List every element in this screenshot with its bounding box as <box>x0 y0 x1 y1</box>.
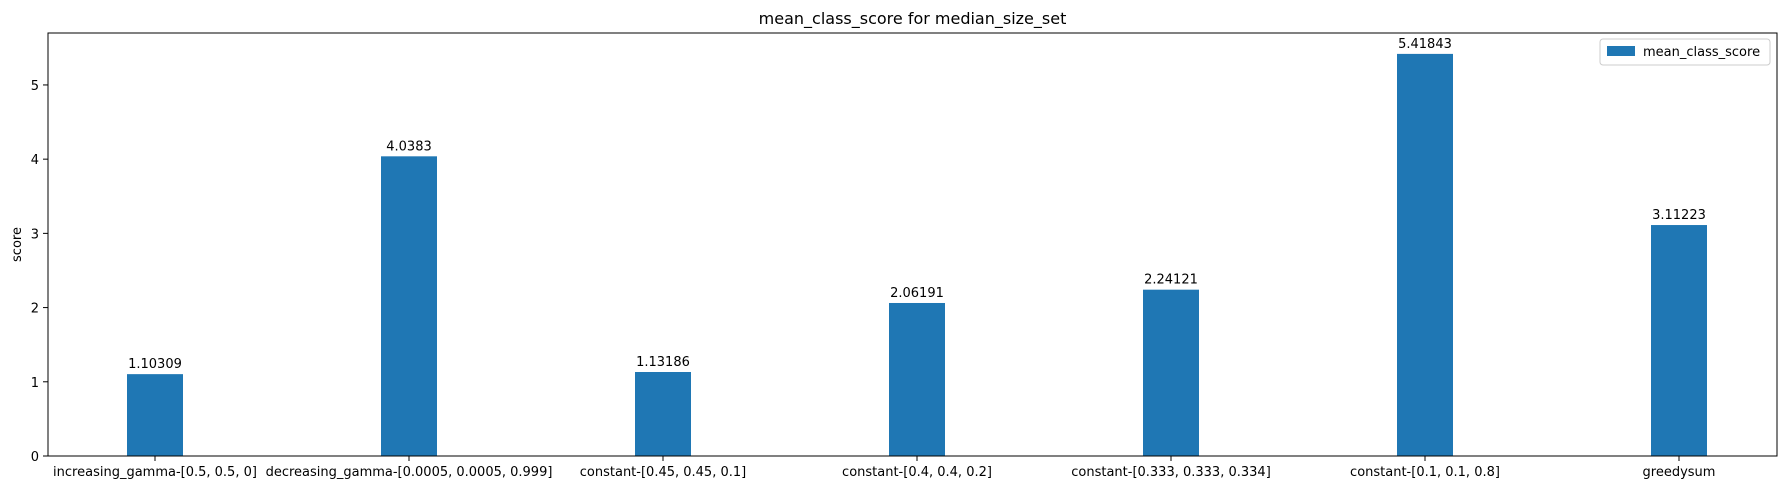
data-label: 2.06191 <box>890 286 944 301</box>
data-labels-group: 1.10309 4.0383 1.13186 2.06191 2.24121 5.4184… <box>128 37 1706 372</box>
bar <box>127 374 183 456</box>
data-label: 5.41843 <box>1398 37 1452 52</box>
y-tick-label: 2 <box>31 302 39 317</box>
data-label: 3.11223 <box>1652 208 1706 223</box>
data-label: 2.24121 <box>1144 273 1198 288</box>
bar <box>1143 289 1199 456</box>
y-tick-label: 4 <box>31 153 39 168</box>
legend-box <box>1599 38 1771 66</box>
x-axis-ticks: increasing_gamma-[0.5, 0.5, 0] decreasing… <box>53 456 1715 480</box>
x-tick-label: constant-[0.1, 0.1, 0.8] <box>1350 465 1500 480</box>
data-label: 4.0383 <box>386 139 432 154</box>
bar <box>381 156 437 457</box>
bar <box>1651 225 1707 456</box>
y-tick-label: 3 <box>31 227 39 242</box>
legend: mean_class_score <box>1599 38 1771 66</box>
x-tick-label: constant-[0.333, 0.333, 0.334] <box>1071 465 1271 480</box>
bar <box>635 372 691 456</box>
data-label: 1.13186 <box>636 355 690 370</box>
plot-frame <box>47 32 1778 457</box>
legend-label: mean_class_score <box>1643 45 1760 60</box>
x-tick-label: constant-[0.4, 0.4, 0.2] <box>842 465 992 480</box>
y-tick-label: 5 <box>31 79 39 94</box>
data-label: 1.10309 <box>128 357 182 372</box>
bar <box>1397 53 1453 457</box>
chart-title: mean_class_score for median_size_set <box>759 9 1067 29</box>
y-axis-label: score <box>10 227 25 262</box>
x-tick-label: decreasing_gamma-[0.0005, 0.0005, 0.999] <box>266 465 553 480</box>
y-axis-ticks: 0 1 2 3 4 5 <box>31 79 48 465</box>
x-tick-label: constant-[0.45, 0.45, 0.1] <box>580 465 746 480</box>
bar <box>889 302 945 456</box>
legend-swatch <box>1607 46 1635 56</box>
bars-group <box>127 53 1707 457</box>
x-tick-label: greedysum <box>1643 465 1716 480</box>
y-tick-label: 0 <box>31 450 39 465</box>
y-tick-label: 1 <box>31 376 39 391</box>
x-tick-label: increasing_gamma-[0.5, 0.5, 0] <box>53 465 257 480</box>
